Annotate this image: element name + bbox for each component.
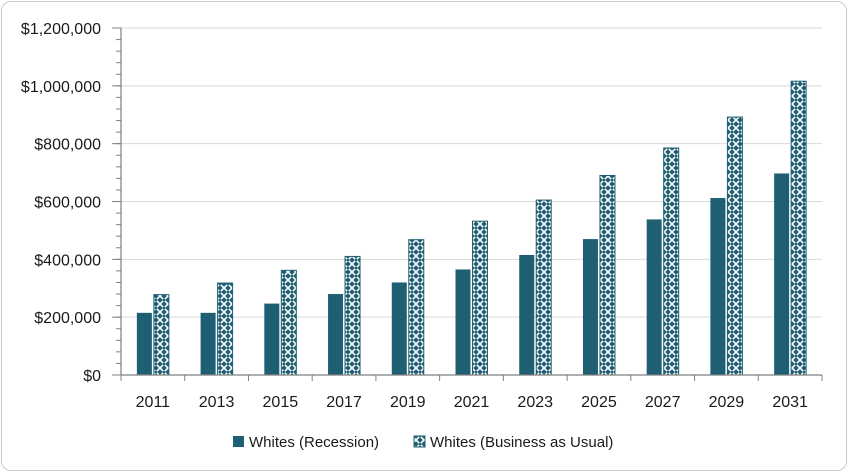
bar-recession-2021 — [455, 269, 471, 375]
bar-business-as-usual-2019 — [408, 239, 425, 376]
bar-business-as-usual-2011 — [153, 294, 170, 376]
bar-business-as-usual-2017 — [344, 255, 361, 376]
bars — [136, 80, 807, 376]
bar-recession-2029 — [710, 198, 726, 375]
x-tick-label: 2025 — [581, 394, 617, 411]
legend-label-business-as-usual: Whites (Business as Usual) — [430, 434, 613, 451]
x-tick-label: 2013 — [199, 394, 235, 411]
x-tick-label: 2015 — [263, 394, 299, 411]
bar-recession-2023 — [519, 254, 535, 375]
y-tick-label: $0 — [83, 368, 101, 385]
axes — [120, 28, 823, 381]
bar-business-as-usual-2015 — [280, 269, 297, 376]
bar-business-as-usual-2021 — [472, 220, 488, 376]
bar-business-as-usual-2025 — [599, 174, 616, 376]
x-tick-label: 2023 — [517, 394, 553, 411]
bar-recession-2015 — [264, 303, 280, 375]
gridlines — [121, 27, 822, 318]
x-tick-label: 2017 — [326, 394, 362, 411]
x-tick-label: 2027 — [645, 394, 681, 411]
y-axis-tick-labels: $0 $200,000 $400,000 $600,000 $800,000 $1,000… — [21, 21, 101, 385]
bar-recession-2025 — [582, 239, 598, 375]
y-tick-label: $800,000 — [34, 137, 101, 154]
legend-label-recession: Whites (Recession) — [249, 434, 379, 451]
bar-business-as-usual-2027 — [663, 147, 680, 376]
x-tick-label: 2021 — [454, 394, 490, 411]
bar-recession-2027 — [646, 219, 662, 375]
x-axis-tick-labels: 2011 2013 2015 2017 2019 2021 2023 2025 2027 2029… — [136, 394, 808, 411]
y-axis-minor-ticks — [112, 27, 121, 376]
y-tick-label: $1,200,000 — [21, 21, 101, 38]
bar-recession-2031 — [774, 173, 790, 375]
x-tick-label: 2011 — [136, 394, 171, 411]
bar-recession-2011 — [136, 312, 152, 375]
x-tick-label: 2031 — [772, 394, 808, 411]
bar-recession-2013 — [200, 312, 216, 375]
bar-business-as-usual-2029 — [726, 116, 743, 376]
legend-swatch-recession — [233, 436, 244, 447]
y-tick-label: $200,000 — [34, 310, 101, 327]
legend-swatch-business-as-usual — [413, 435, 426, 448]
bar-business-as-usual-2023 — [535, 199, 552, 376]
bar-recession-2019 — [391, 282, 407, 375]
legend: Whites (Recession) Whites (Business as Us… — [233, 434, 613, 451]
y-tick-label: $600,000 — [34, 195, 101, 212]
bar-recession-2017 — [328, 294, 344, 375]
x-tick-label: 2019 — [390, 394, 426, 411]
bar-business-as-usual-2031 — [790, 80, 807, 376]
x-tick-label: 2029 — [709, 394, 745, 411]
bar-business-as-usual-2013 — [217, 282, 234, 376]
y-tick-label: $1,000,000 — [21, 79, 101, 96]
y-tick-label: $400,000 — [34, 252, 101, 269]
